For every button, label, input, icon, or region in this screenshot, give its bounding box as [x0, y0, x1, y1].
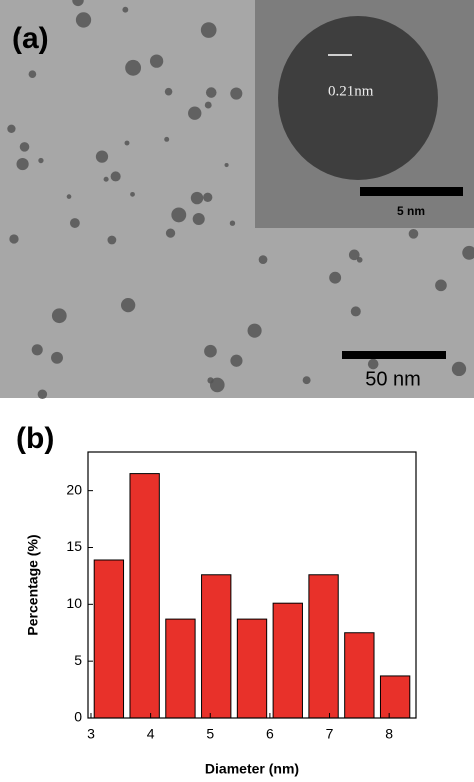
y-tick-label: 5 [74, 652, 82, 668]
panel-label: (a) [12, 22, 49, 55]
nanoparticle [69, 218, 80, 228]
nanoparticle [204, 344, 217, 358]
x-tick-label: 8 [385, 726, 393, 742]
nanoparticle [350, 306, 361, 317]
nanoparticle [188, 106, 202, 120]
nanoparticle [190, 191, 204, 205]
nanoparticle [302, 376, 311, 385]
inset-scale-label: 5 nm [397, 204, 425, 218]
nanoparticle [204, 101, 212, 109]
x-axis-title: Diameter (nm) [205, 761, 299, 777]
bar [201, 574, 232, 719]
nanoparticle [247, 323, 262, 338]
x-tick-label: 3 [87, 726, 95, 742]
nanoparticle [258, 255, 268, 264]
nanoparticle [200, 22, 217, 38]
nanoparticle [205, 87, 217, 98]
nanoparticle [356, 257, 363, 263]
scale-bar [342, 351, 446, 359]
bar [129, 473, 160, 719]
nanoparticle [192, 212, 205, 226]
nanoparticle [16, 157, 29, 171]
nanoparticle [203, 192, 213, 202]
nanoparticle [31, 344, 43, 356]
bar [93, 559, 125, 719]
particle-lattice [278, 16, 438, 180]
y-tick-label: 15 [66, 538, 82, 554]
scale-label: 50 nm [365, 368, 421, 390]
y-tick-label: 20 [66, 481, 82, 497]
nanoparticle [164, 87, 173, 96]
nanoparticle [120, 297, 136, 313]
nanoparticle [107, 235, 117, 245]
nanoparticle [15, 30, 20, 35]
nanoparticle [130, 191, 135, 197]
nanoparticle [230, 87, 243, 100]
nanoparticle [125, 59, 142, 76]
bar [308, 574, 339, 719]
nanoparticle [110, 171, 121, 182]
plot-frame [87, 451, 417, 719]
inset-scale-bar [360, 187, 463, 196]
nanoparticle [149, 54, 164, 68]
nanoparticle [435, 279, 447, 292]
nanoparticle [124, 140, 130, 146]
nanoparticle [367, 358, 379, 370]
nanoparticle [171, 207, 187, 223]
lattice-label: 0.21nm [328, 83, 374, 99]
x-tick-label: 7 [326, 726, 334, 742]
x-tick-label: 4 [147, 726, 155, 742]
bar [165, 618, 196, 719]
nanoparticle [72, 0, 84, 7]
y-axis-title: Percentage (%) [25, 534, 41, 635]
nanoparticle [66, 194, 72, 199]
nanoparticle [51, 351, 63, 364]
nanoparticle [95, 150, 109, 163]
nanoparticle [51, 308, 67, 324]
nanoparticle [37, 389, 48, 399]
nanoparticle [329, 271, 342, 284]
nanoparticle [230, 354, 243, 367]
panel-label: (b) [16, 422, 54, 455]
nanoparticle [229, 220, 236, 226]
bar [236, 618, 268, 719]
bar [344, 632, 375, 719]
nanoparticle [462, 245, 474, 260]
nanoparticle [38, 157, 44, 164]
x-tick-label: 6 [266, 726, 274, 742]
nanoparticle [75, 12, 92, 28]
nanoparticle [103, 176, 109, 182]
nanoparticle [165, 228, 176, 238]
y-tick-label: 0 [74, 709, 82, 725]
nanoparticle [28, 70, 37, 78]
nanoparticle [164, 136, 170, 142]
nanoparticle [9, 234, 19, 244]
bar [272, 602, 303, 719]
nanoparticle [224, 162, 229, 168]
nanoparticle [209, 377, 225, 393]
nanoparticle [348, 249, 360, 261]
nanoparticles [7, 0, 474, 399]
x-tick-label: 5 [206, 726, 214, 742]
nanoparticle [408, 229, 419, 239]
nanoparticle [7, 124, 16, 133]
nanoparticle [19, 142, 30, 152]
nanoparticle [451, 361, 467, 377]
nanoparticle [122, 6, 129, 13]
bar [379, 675, 411, 719]
histogram: 0 5 10 15 20 3 4 5 6 7 8 Diameter (nm) Percentage (%… [25, 451, 417, 777]
y-tick-label: 10 [66, 595, 82, 611]
